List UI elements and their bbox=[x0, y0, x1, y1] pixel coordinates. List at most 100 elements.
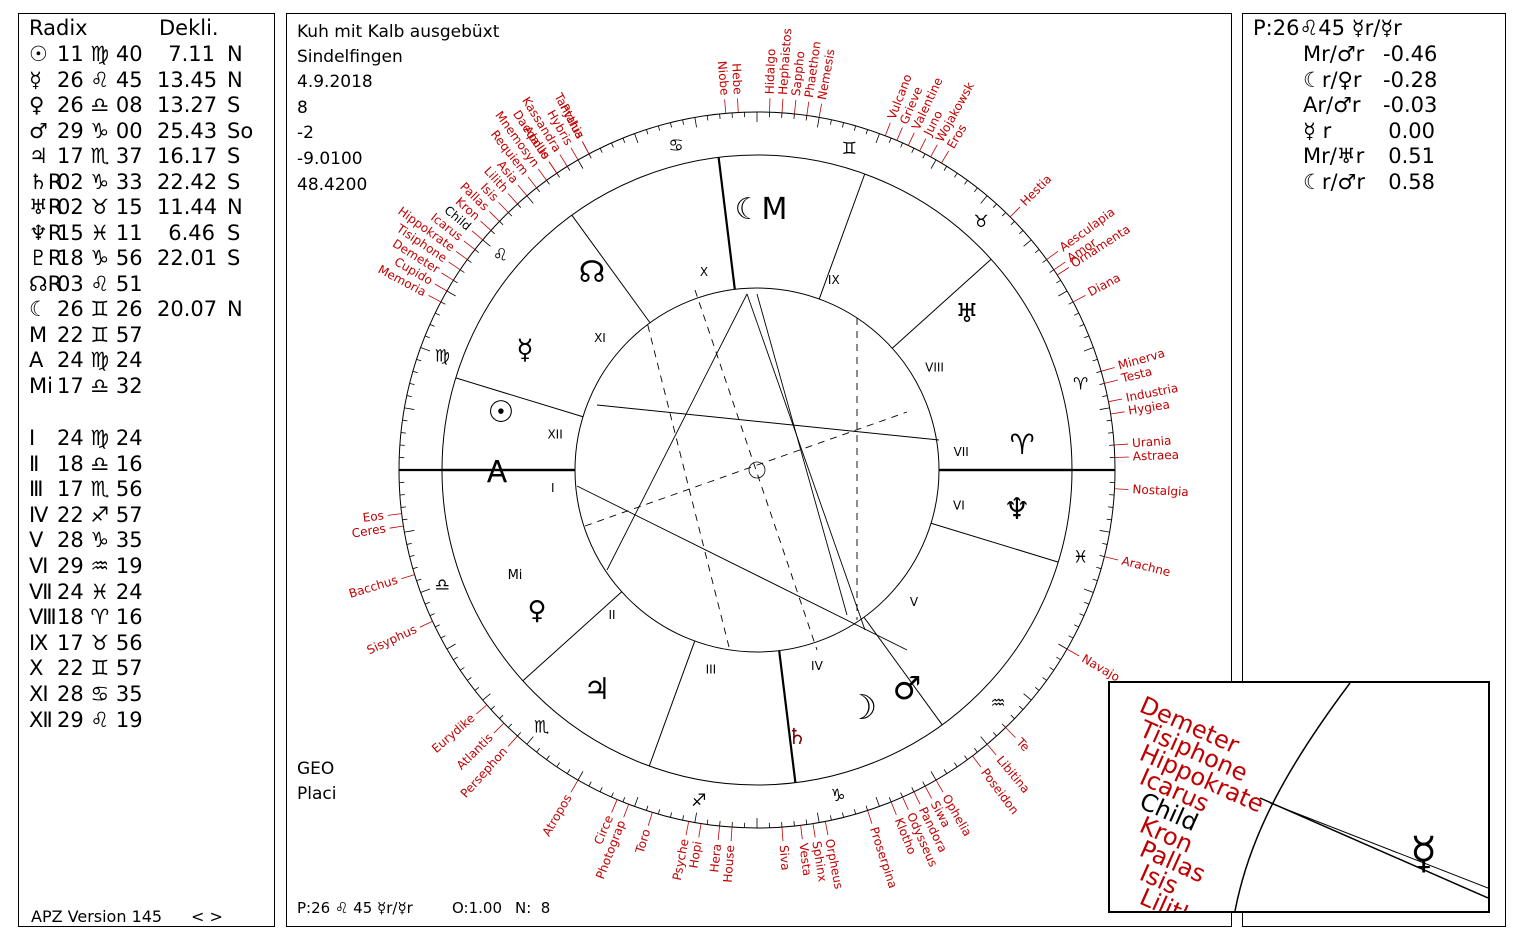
aspect-value: 0.51 bbox=[1388, 144, 1435, 168]
degree-tick bbox=[599, 148, 603, 153]
geo-label: GEO bbox=[297, 759, 335, 779]
degree-tick bbox=[1023, 693, 1032, 701]
asteroid-label: Siva bbox=[777, 845, 793, 871]
planet-glyph-on-wheel: ♈ bbox=[1009, 428, 1034, 461]
asteroid-label: Urania bbox=[1132, 434, 1172, 451]
house-position: 22 ♐ 57 bbox=[57, 502, 143, 527]
asteroid-tick bbox=[570, 147, 579, 161]
degree-tick bbox=[508, 212, 513, 217]
asteroid-label: Hestia bbox=[1018, 172, 1055, 209]
asteroid-tick bbox=[737, 98, 739, 113]
asteroid-label: Astraea bbox=[1133, 448, 1180, 464]
asteroid-tick bbox=[919, 138, 927, 152]
asteroid-tick bbox=[1066, 648, 1080, 657]
asteroid-tick bbox=[559, 154, 568, 167]
degree-tick bbox=[446, 290, 456, 297]
asteroid-tick bbox=[548, 161, 558, 174]
degree-tick bbox=[1099, 555, 1105, 557]
asteroid-label: Hephaistos bbox=[776, 28, 795, 96]
house-position: 17 ♏ 56 bbox=[57, 477, 143, 502]
degree-tick bbox=[416, 578, 422, 582]
zodiac-sign-glyph: ♋ bbox=[668, 136, 683, 156]
asteroid-tick bbox=[930, 144, 938, 158]
asteroid-label: Niobe bbox=[715, 60, 732, 96]
degree-tick bbox=[402, 518, 408, 521]
planet-glyph: M bbox=[29, 322, 48, 347]
house-number: Ⅶ bbox=[29, 579, 53, 604]
degree-tick bbox=[865, 129, 869, 135]
degree-tick bbox=[888, 137, 892, 143]
planet-glyph-on-wheel: ♆ bbox=[1004, 492, 1031, 527]
degree-tick bbox=[459, 667, 465, 671]
house-position: 17 ♉ 56 bbox=[57, 630, 143, 655]
degree-tick bbox=[922, 781, 926, 787]
degree-tick bbox=[911, 787, 915, 792]
degree-tick bbox=[424, 601, 430, 605]
zodiac-sign-glyph: ♒ bbox=[990, 694, 1005, 714]
degree-tick bbox=[1099, 383, 1105, 385]
degree-tick bbox=[974, 187, 978, 193]
house-number: Ⅳ bbox=[29, 502, 49, 527]
chart-tz: -2 bbox=[297, 123, 314, 143]
asteroid-tick bbox=[1104, 556, 1119, 561]
zodiac-sign-glyph: ♎ bbox=[435, 576, 450, 596]
degree-tick bbox=[556, 762, 560, 768]
asteroid-tick bbox=[611, 799, 618, 813]
asteroid-label: Bacchus bbox=[347, 573, 399, 601]
degree-tick bbox=[980, 736, 988, 745]
degree-tick bbox=[964, 755, 968, 760]
house-cusp-line bbox=[648, 640, 696, 767]
aspect-line bbox=[746, 293, 866, 631]
degree-tick bbox=[546, 180, 550, 185]
house-number: Ⅵ bbox=[29, 554, 49, 578]
house-position: 18 ♎ 16 bbox=[57, 451, 143, 476]
degree-tick bbox=[402, 419, 408, 422]
planet-declination: 13.45 bbox=[157, 67, 218, 92]
degree-tick bbox=[875, 796, 880, 807]
degree-tick bbox=[817, 812, 820, 823]
asteroid-label: Sappho bbox=[789, 50, 808, 96]
house-cusp-line bbox=[891, 258, 992, 349]
asteroid-tick bbox=[867, 810, 873, 824]
degree-tick bbox=[657, 125, 661, 131]
degree-tick bbox=[694, 117, 697, 128]
asteroid-tick bbox=[1114, 443, 1129, 446]
house-cusp-line bbox=[455, 377, 584, 418]
zodiac-sign-glyph: ♐ bbox=[691, 791, 706, 811]
house-number-label: V bbox=[910, 595, 919, 609]
degree-tick bbox=[1001, 723, 1006, 728]
aspect-line bbox=[756, 293, 848, 616]
asteroid-tick bbox=[517, 184, 528, 197]
aspect-circle bbox=[574, 287, 940, 653]
nav-arrows[interactable]: < > bbox=[191, 907, 223, 926]
asteroid-tick bbox=[387, 513, 402, 516]
degree-tick bbox=[429, 324, 435, 327]
asteroid-tick bbox=[824, 821, 829, 836]
asteroid-tick bbox=[1057, 267, 1070, 276]
center-marker bbox=[748, 461, 766, 479]
asteroid-tick bbox=[493, 722, 505, 734]
degree-tick bbox=[1099, 530, 1110, 533]
degree-tick bbox=[404, 530, 415, 533]
planet-position: 24 ♍ 24 bbox=[57, 348, 143, 372]
zoom-line-2 bbox=[1269, 802, 1488, 889]
planet-declination: 20.07 bbox=[157, 297, 218, 321]
radix-table-panel: Radix Dekli. ☉ 11 ♍ 40 7.11 N ☿ 26 ♌ 45 13.45 N… bbox=[18, 13, 275, 927]
aspect-label: Mr/♅r bbox=[1303, 144, 1365, 168]
asteroid-tick bbox=[907, 132, 915, 146]
asteroid-tick bbox=[717, 825, 720, 841]
degree-tick bbox=[793, 821, 795, 827]
degree-tick bbox=[1084, 601, 1090, 605]
zodiac-sign-glyph: ♍ bbox=[435, 346, 450, 366]
degree-tick bbox=[420, 347, 431, 352]
degree-tick bbox=[670, 812, 672, 818]
asteroid-tick bbox=[527, 176, 537, 189]
planet-declination: 6.46 bbox=[168, 220, 215, 245]
planet-position: 02 ♑ 33 bbox=[57, 169, 143, 194]
house-number: Ⅲ bbox=[29, 477, 44, 502]
chart-lon: -9.0100 bbox=[297, 149, 363, 169]
asteroid-tick bbox=[582, 141, 590, 155]
asteroid-tick bbox=[818, 103, 822, 118]
degree-tick bbox=[453, 279, 458, 284]
